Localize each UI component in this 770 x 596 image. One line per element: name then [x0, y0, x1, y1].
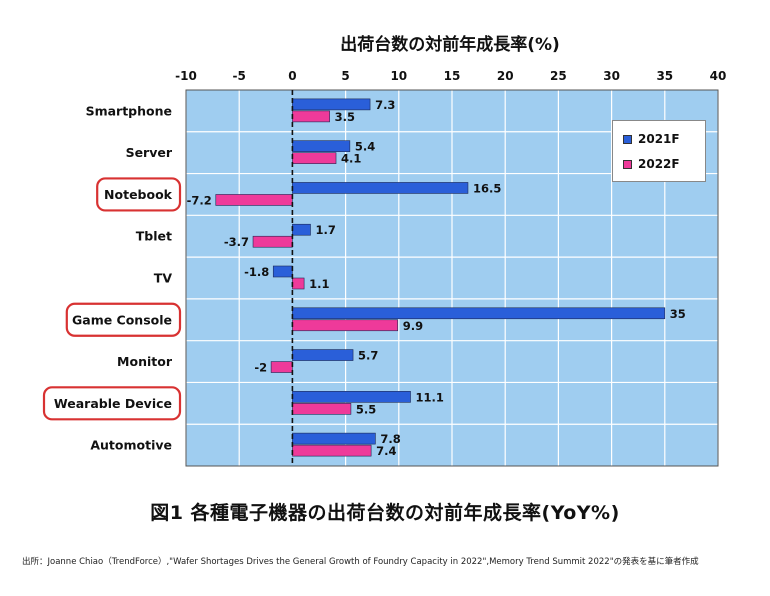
legend-label-2021f: 2021F: [638, 132, 680, 146]
bar-automotive-2021f: [292, 432, 376, 445]
category-highlight-box: [42, 386, 182, 421]
category-label-notebook: Notebook: [104, 187, 173, 202]
x-tick-label: 30: [603, 69, 620, 83]
bar-smartphone-2022f: [292, 110, 330, 123]
legend-label-2022f: 2022F: [638, 157, 680, 171]
plot-border: [185, 89, 719, 467]
bar-tblet-2021f: [292, 223, 311, 236]
bar-smartphone-2021f: [292, 98, 371, 111]
data-label-server-2021f: 5.4: [355, 140, 375, 154]
x-tick-label: -5: [233, 69, 246, 83]
bar-wearable-device-2021f: [292, 391, 411, 403]
category-label-monitor: Monitor: [117, 354, 173, 369]
category-label-smartphone: Smartphone: [86, 103, 172, 118]
legend-swatch-2022f: [623, 159, 632, 169]
data-label-automotive-2022f: 7.4: [376, 444, 396, 458]
data-label-wearable-device-2021f: 11.1: [416, 390, 444, 404]
x-tick-label: 10: [390, 69, 407, 83]
bar-tv-2021f: [272, 265, 293, 278]
category-label-tblet: Tblet: [136, 229, 172, 244]
bar-game-console-2021f: [292, 307, 666, 320]
bar-monitor-2022f: [270, 361, 293, 373]
data-label-monitor-2022f: -2: [254, 361, 267, 375]
legend-item-2022f: 2022F: [623, 156, 680, 172]
data-label-automotive-2021f: 7.8: [380, 432, 400, 446]
category-label-game-console: Game Console: [72, 312, 172, 327]
x-tick-label: 5: [341, 69, 349, 83]
bar-tv-2022f: [292, 277, 305, 290]
data-label-smartphone-2022f: 3.5: [335, 110, 355, 124]
data-label-wearable-device-2022f: 5.5: [356, 402, 376, 416]
data-label-game-console-2022f: 9.9: [403, 319, 423, 333]
bar-automotive-2022f: [292, 444, 372, 457]
legend-item-2021f: 2021F: [623, 131, 680, 147]
data-label-notebook-2021f: 16.5: [473, 181, 501, 195]
data-label-smartphone-2021f: 7.3: [375, 98, 395, 112]
category-label-server: Server: [126, 145, 173, 160]
source-note: 出所：Joanne Chiao（TrendForce）,"Wafer Short…: [22, 557, 699, 567]
figure-title: 図1 各種電子機器の出荷台数の対前年成長率(YoY%): [150, 502, 620, 524]
legend-swatch-2021f: [623, 134, 632, 144]
data-label-tv-2022f: 1.1: [309, 277, 329, 291]
x-tick-label: 0: [288, 69, 296, 83]
data-label-tblet-2021f: 1.7: [315, 223, 335, 237]
data-label-server-2022f: 4.1: [341, 152, 361, 166]
bar-server-2022f: [292, 152, 337, 164]
bar-server-2021f: [292, 140, 351, 152]
bar-notebook-2021f: [292, 182, 469, 194]
category-highlight-box: [65, 302, 182, 337]
x-tick-label: -10: [175, 69, 197, 83]
bar-monitor-2021f: [292, 349, 354, 361]
x-tick-label: 40: [710, 69, 727, 83]
data-label-tblet-2022f: -3.7: [224, 235, 249, 249]
bar-notebook-2022f: [215, 194, 293, 206]
data-label-tv-2021f: -1.8: [244, 265, 269, 279]
bar-wearable-device-2022f: [292, 403, 352, 415]
category-label-wearable-device: Wearable Device: [54, 396, 172, 411]
x-tick-label: 25: [550, 69, 567, 83]
bar-tblet-2022f: [252, 235, 293, 248]
data-label-notebook-2022f: -7.2: [187, 193, 212, 207]
data-label-monitor-2021f: 5.7: [358, 349, 378, 363]
category-highlight-box: [96, 177, 182, 212]
x-tick-label: 20: [497, 69, 514, 83]
category-label-tv: TV: [154, 271, 173, 286]
legend: 2021F 2022F: [612, 120, 706, 182]
x-tick-label: 15: [444, 69, 461, 83]
bar-game-console-2022f: [292, 319, 399, 332]
axis-title: 出荷台数の対前年成長率(%): [340, 35, 560, 55]
data-label-game-console-2021f: 35: [670, 307, 686, 321]
x-tick-label: 35: [656, 69, 673, 83]
category-label-automotive: Automotive: [90, 438, 172, 453]
